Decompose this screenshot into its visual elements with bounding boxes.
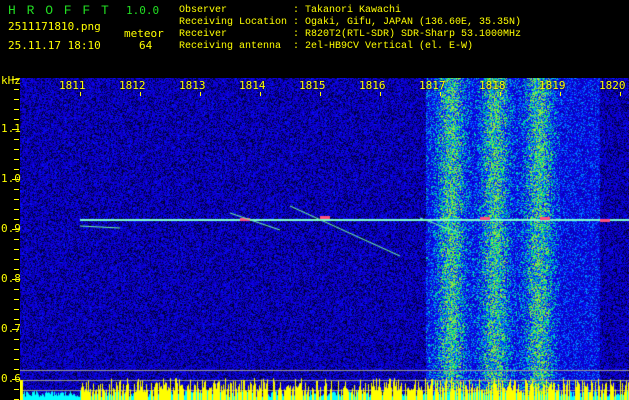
x-tick-label: 1813 [179,79,206,92]
info-label: Receiving Location [179,17,288,28]
info-label: Receiver [179,29,228,40]
y-tick [12,329,19,330]
y-tick [14,319,19,320]
y-tick-label: 1.1 [1,122,21,135]
y-tick [14,219,19,220]
x-tick-label: 1814 [239,79,266,92]
y-tick [14,159,19,160]
y-tick [12,379,19,380]
y-unit-label: kHz [1,74,21,87]
x-tick-label: 1815 [299,79,326,92]
y-tick [12,279,19,280]
app-logo: H R O F F T [8,3,111,18]
y-tick [14,339,19,340]
info-sep: : [293,29,300,40]
info-label: Observer [179,5,228,16]
x-tick [620,92,621,96]
x-tick [560,92,561,96]
y-tick [14,209,19,210]
x-tick [380,92,381,96]
y-tick-label: 1.0 [1,172,21,185]
y-tick [14,109,19,110]
y-tick [14,139,19,140]
x-tick-label: 1818 [479,79,506,92]
info-sep: : [293,17,300,28]
y-tick [14,299,19,300]
y-tick [14,149,19,150]
y-tick [14,259,19,260]
y-tick [12,79,19,80]
y-tick-label: 0.8 [1,272,21,285]
y-tick [14,119,19,120]
x-tick [260,92,261,96]
y-tick [12,129,19,130]
meteor-label: meteor [124,27,164,40]
info-sep: : [293,5,300,16]
info-value: R820T2(RTL-SDR) SDR-Sharp 53.1000MHz [305,29,522,40]
y-tick [12,229,19,230]
y-tick [12,179,19,180]
y-tick [14,389,19,390]
y-tick [14,309,19,310]
y-tick-label: 0.7 [1,322,21,335]
file-datetime: 25.11.17 18:10 [8,39,101,52]
y-tick [14,239,19,240]
info-sep: : [293,41,300,52]
y-tick [14,369,19,370]
y-tick [14,269,19,270]
x-tick [320,92,321,96]
x-tick [140,92,141,96]
y-tick [14,189,19,190]
meteor-count: 64 [139,39,153,52]
y-tick [14,359,19,360]
y-tick [14,249,19,250]
info-value: Takanori Kawachi [305,5,402,16]
y-tick [14,89,19,90]
y-tick-label: 0.6 [1,372,21,385]
y-tick [14,349,19,350]
x-tick [200,92,201,96]
file-name: 2511171810.png [8,20,101,33]
y-tick [14,199,19,200]
x-tick-label: 1816 [359,79,386,92]
x-tick [500,92,501,96]
x-tick-label: 1817 [419,79,446,92]
spectrogram [20,78,629,400]
x-tick-label: 1812 [119,79,146,92]
x-tick [440,92,441,96]
y-tick [14,99,19,100]
x-tick-label: 1819 [539,79,566,92]
info-value: 2el-HB9CV Vertical (el. E-W) [305,41,474,52]
x-tick [80,92,81,96]
y-tick [14,289,19,290]
info-label: Receiving antenna [179,41,282,52]
info-value: Ogaki, Gifu, JAPAN (136.60E, 35.35N) [305,17,522,28]
y-tick [14,169,19,170]
x-tick-label: 1820 [599,79,626,92]
app-version: 1.0.0 [126,4,160,17]
x-tick-label: 1811 [59,79,86,92]
y-tick-label: 0.9 [1,222,21,235]
